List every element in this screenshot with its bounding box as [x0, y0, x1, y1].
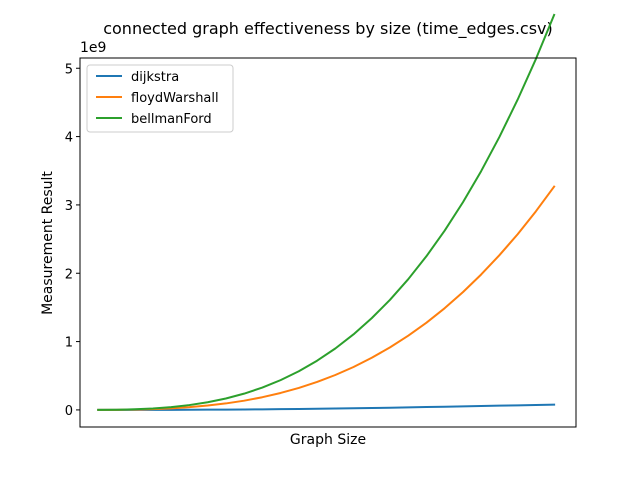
legend-label-floydWarshall: floydWarshall	[131, 91, 219, 106]
y-tick-label: 2	[65, 267, 73, 282]
y-axis-label: Measurement Result	[40, 171, 56, 315]
chart-title: connected graph effectiveness by size (t…	[103, 19, 553, 39]
y-tick-label: 5	[65, 62, 73, 77]
y-tick-label: 3	[65, 199, 73, 214]
y-tick-label: 0	[65, 404, 73, 419]
y-tick-label: 4	[65, 131, 73, 146]
x-axis-label: Graph Size	[290, 432, 366, 448]
legend-label-bellmanFord: bellmanFord	[131, 112, 212, 127]
legend: dijkstra floydWarshall bellmanFord	[87, 65, 233, 132]
y-offset-label: 1e9	[80, 40, 106, 56]
y-tick-label: 1	[65, 336, 73, 351]
legend-label-dijkstra: dijkstra	[131, 70, 179, 85]
